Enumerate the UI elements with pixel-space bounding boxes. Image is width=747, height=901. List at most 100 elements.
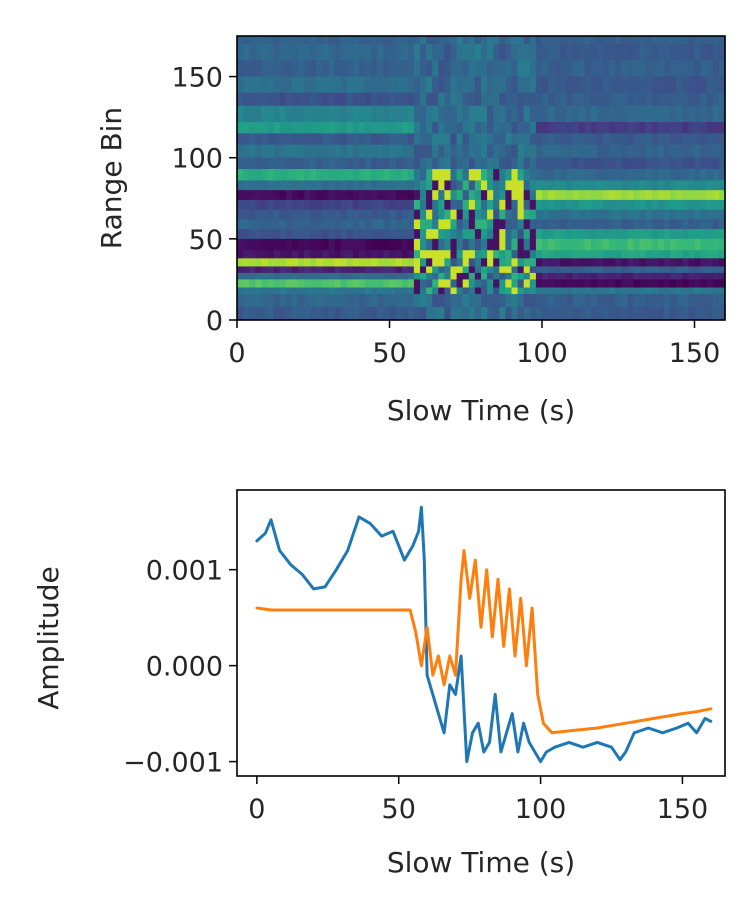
heatmap-cell [255,209,262,220]
heatmap-cell [670,60,677,77]
heatmap-cell [426,169,433,181]
heatmap-cell [383,250,391,259]
heatmap-cell [615,60,622,77]
heatmap-cell [304,180,311,191]
heatmap-cell [444,157,452,170]
heatmap-cell [456,190,464,201]
heatmap-cell [279,122,287,134]
heatmap-cell [682,133,689,146]
heatmap-cell [249,294,256,308]
heatmap-cell [651,122,659,134]
heatmap-cell [493,294,500,308]
heatmap-cell [291,169,299,181]
heatmap-cell [676,76,683,94]
heatmap-cell [389,307,397,321]
heatmap-cell [401,180,409,191]
heatmap-cell [328,250,336,259]
heatmap-cell [481,250,488,259]
heatmap-cell [670,272,677,280]
heatmap-cell [383,169,391,181]
line-x-ticks: 0 50 100 150 [248,776,708,825]
heatmap-cell [237,190,244,201]
heatmap-cell [584,76,592,94]
heatmap-cell [261,258,269,267]
heatmap-cell [700,144,708,159]
heatmap-cell [535,60,543,77]
heatmap-cell [517,92,525,107]
heatmap-cell [718,36,726,45]
heatmap-cell [291,157,299,170]
heatmap-cell [651,294,659,308]
heatmap-cell [535,294,543,308]
heatmap-cell [352,238,360,251]
heatmap-cell [407,133,415,146]
heatmap-cell [548,190,555,201]
heatmap-cell [474,199,482,211]
heatmap-cell [542,44,549,61]
heatmap-cell [633,169,641,181]
heatmap-cell [310,287,317,295]
heatmap-cell [365,133,372,146]
heatmap-cell [712,36,720,45]
heatmap-cell [279,36,287,45]
heatmap-cell [328,105,336,123]
heatmap-cell [273,294,281,308]
heatmap-cell [407,209,415,220]
heatmap-cell [365,157,372,170]
heatmap-cell [554,266,561,274]
heatmap-cell [340,199,348,211]
heatmap-cell [615,169,622,181]
heatmap-cell [511,144,519,159]
heatmap-cell [456,92,464,107]
heatmap-cell [694,266,702,274]
heatmap-cell [682,209,689,220]
heatmap-cell [542,287,549,295]
heatmap-cell [670,279,677,288]
heatmap-cell [407,272,415,280]
heatmap-cell [688,122,696,134]
heatmap-cell [651,209,659,220]
heatmap-cell [249,60,256,77]
heatmap-cell [688,279,696,288]
heatmap-cell [596,169,604,181]
heatmap-cell [633,76,641,94]
heatmap-cell [389,157,397,170]
heatmap-cell [243,60,250,77]
heatmap-cell [676,294,683,308]
heatmap-cell [481,219,488,230]
heatmap-cell [322,258,330,267]
heatmap-cell [487,272,494,280]
heatmap-cell [334,219,342,230]
heatmap-cell [487,36,494,45]
heatmap-cell [346,272,354,280]
heatmap-cell [395,272,403,280]
heatmap-cell [560,169,567,181]
heatmap-cell [706,307,714,321]
heatmap-cell [255,219,262,230]
heatmap-cell [621,287,628,295]
heatmap-cell [627,287,635,295]
heatmap-cell [554,133,561,146]
heatmap-cell [609,294,616,308]
heatmap-cell [340,287,348,295]
heatmap-cell [304,199,311,211]
heatmap-cell [718,133,726,146]
heatmap-cell [578,250,586,259]
heatmap-cell [481,190,488,201]
heatmap-cell [529,229,537,240]
heatmap-cell [517,307,525,321]
heatmap-cell [493,307,500,321]
heatmap-cell [291,250,299,259]
heatmap-cell [627,258,635,267]
heatmap-cell [676,238,683,251]
heatmap-cell [334,60,342,77]
heatmap-cell [712,250,720,259]
heatmap-cell [499,266,506,274]
heatmap-cell [371,272,378,280]
heatmap-cell [560,229,567,240]
heatmap-cell [615,122,622,134]
heatmap-x-tick-label: 100 [516,338,568,369]
heatmap-cell [468,287,476,295]
heatmap-cell [511,307,519,321]
heatmap-cell [542,250,549,259]
